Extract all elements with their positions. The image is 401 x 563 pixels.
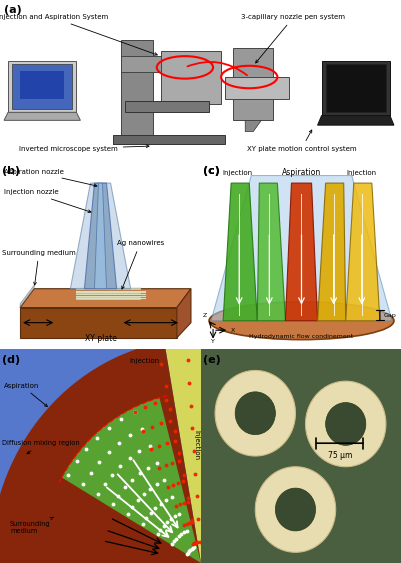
Polygon shape	[20, 289, 190, 307]
Polygon shape	[223, 183, 257, 321]
Circle shape	[325, 403, 365, 445]
Text: (e): (e)	[203, 355, 220, 365]
Polygon shape	[20, 285, 34, 307]
Polygon shape	[257, 183, 285, 321]
Text: Diffusion mixing region: Diffusion mixing region	[2, 440, 79, 454]
Polygon shape	[12, 64, 72, 109]
Polygon shape	[345, 183, 379, 321]
Text: XY plate motion control system: XY plate motion control system	[246, 130, 355, 152]
Polygon shape	[120, 40, 152, 145]
Wedge shape	[162, 328, 257, 563]
Polygon shape	[233, 48, 273, 120]
Polygon shape	[76, 291, 140, 293]
Circle shape	[305, 381, 385, 467]
Text: (c): (c)	[203, 166, 219, 176]
Circle shape	[235, 392, 275, 435]
Text: Ag nanowires: Ag nanowires	[116, 240, 164, 289]
Polygon shape	[317, 115, 393, 125]
Text: (a): (a)	[4, 5, 22, 15]
Text: (c): (c)	[203, 166, 219, 176]
Polygon shape	[76, 296, 140, 298]
Text: Injection: Injection	[130, 358, 159, 364]
Text: Hydrodynamic flow condinement: Hydrodynamic flow condinement	[249, 334, 353, 339]
Text: Inverted microscope system: Inverted microscope system	[19, 145, 149, 152]
Polygon shape	[76, 288, 140, 290]
Text: Aspiration nozzle: Aspiration nozzle	[4, 169, 97, 187]
Polygon shape	[8, 61, 76, 113]
Polygon shape	[0, 349, 200, 563]
Ellipse shape	[209, 302, 393, 339]
Polygon shape	[176, 289, 190, 338]
Text: Aspiration: Aspiration	[4, 383, 47, 406]
Polygon shape	[245, 120, 261, 132]
Text: (d): (d)	[2, 355, 20, 365]
Text: Y: Y	[211, 339, 215, 345]
Polygon shape	[124, 101, 209, 113]
Polygon shape	[325, 64, 385, 113]
Text: Injection: Injection	[346, 170, 376, 176]
Text: Surrounding medium: Surrounding medium	[2, 250, 75, 285]
Text: Gap: Gap	[383, 312, 396, 318]
Wedge shape	[0, 342, 200, 563]
Polygon shape	[76, 298, 140, 300]
Text: Z: Z	[203, 313, 207, 318]
Text: Injection and Aspiration System: Injection and Aspiration System	[0, 14, 157, 55]
Text: X: X	[231, 328, 235, 333]
Circle shape	[275, 488, 315, 531]
Circle shape	[215, 370, 295, 456]
Polygon shape	[120, 56, 221, 72]
Polygon shape	[4, 113, 80, 120]
Text: Surrounding
medium: Surrounding medium	[10, 517, 53, 534]
Polygon shape	[112, 135, 225, 145]
Polygon shape	[160, 51, 221, 104]
Polygon shape	[76, 293, 140, 295]
Polygon shape	[70, 183, 130, 289]
Polygon shape	[211, 176, 391, 321]
Text: Aspiration: Aspiration	[281, 168, 320, 177]
Polygon shape	[317, 183, 345, 321]
Polygon shape	[20, 307, 176, 338]
Polygon shape	[321, 61, 389, 115]
Text: Injection nozzle: Injection nozzle	[4, 189, 91, 213]
Text: 3-capillary nozzle pen system: 3-capillary nozzle pen system	[241, 14, 344, 63]
Polygon shape	[200, 349, 401, 563]
Text: 75 μm: 75 μm	[327, 451, 351, 460]
Text: Injection: Injection	[192, 430, 198, 461]
Polygon shape	[225, 77, 289, 100]
Text: Injection: Injection	[222, 170, 251, 176]
Polygon shape	[94, 183, 106, 289]
Text: (b): (b)	[2, 166, 20, 176]
Wedge shape	[62, 397, 200, 563]
Polygon shape	[20, 70, 64, 100]
Text: XY plate: XY plate	[84, 334, 116, 343]
Polygon shape	[285, 183, 317, 321]
Circle shape	[255, 467, 335, 552]
Polygon shape	[84, 183, 116, 289]
